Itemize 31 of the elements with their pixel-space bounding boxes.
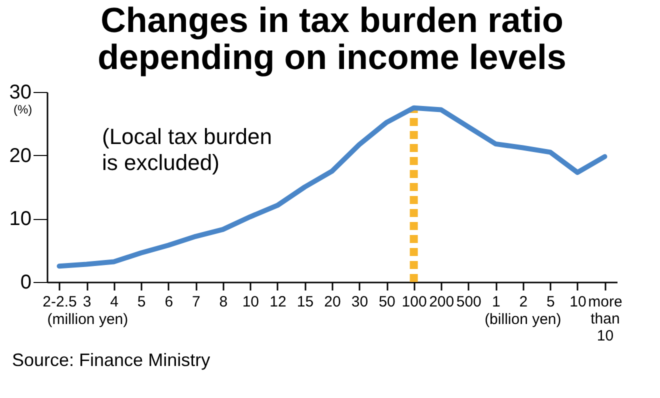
text: (million yen) <box>47 311 128 328</box>
x-tick-label: 7 <box>192 294 200 310</box>
y-tick-label: 20 <box>9 144 32 167</box>
x-tick-label: 100 <box>402 294 427 310</box>
x-tick-label: 30 <box>351 294 368 310</box>
chart-title: Changes in tax burden ratio depending on income levels <box>98 1 566 77</box>
text: (billion yen) <box>484 311 562 328</box>
annotation: (Local tax burden is excluded) <box>102 124 272 175</box>
x-tick-label: 20 <box>324 294 341 310</box>
y-tick-label: 10 <box>9 208 32 230</box>
y-tick-label: 30 <box>9 82 32 104</box>
x-tick-label: 10 <box>242 294 260 310</box>
y-tick-label: 0 <box>20 272 32 294</box>
x-tick-label: 2-2.5 <box>42 294 77 310</box>
source-note: Source: Finance Ministry <box>12 350 210 370</box>
x-tick-label: 2 <box>519 294 528 310</box>
x-tick-label: 15 <box>296 294 314 310</box>
x-tick-label: 500 <box>456 294 482 310</box>
x-tick-label: 4 <box>110 294 118 310</box>
x-tick-label: 5 <box>546 294 555 310</box>
x-tick-label: 200 <box>429 294 454 310</box>
x-tick-label: 6 <box>164 294 174 310</box>
x-tick-label: 12 <box>270 294 286 310</box>
x-tick-label: 1 <box>492 294 500 310</box>
x-tick-label: 5 <box>137 294 146 310</box>
x-tick-label: 8 <box>219 294 228 310</box>
x-tick-label: 50 <box>378 294 396 310</box>
x-tick-label: 3 <box>82 294 92 310</box>
y-axis-title: (%) <box>14 102 32 116</box>
x-tick-label: more than 10 <box>588 294 622 344</box>
x-tick-label: 10 <box>570 294 586 310</box>
